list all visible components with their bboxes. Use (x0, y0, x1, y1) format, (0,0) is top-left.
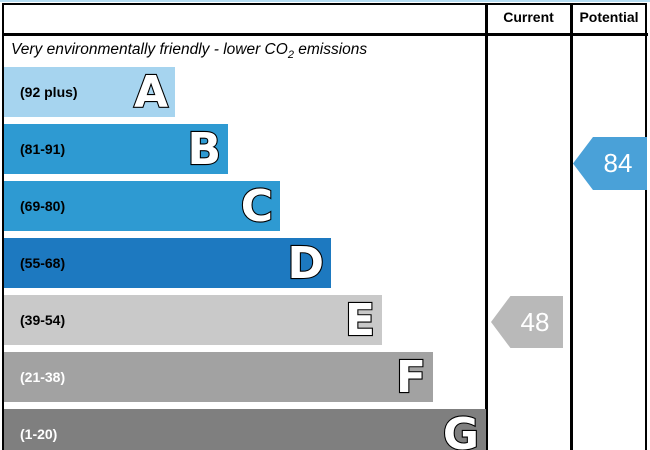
band-c-letter: C (240, 180, 275, 233)
potential-rating-arrow: 84 (573, 137, 647, 190)
title-subscript: 2 (287, 49, 294, 62)
band-e-letter: E (344, 294, 376, 347)
band-d-range: (55-68) (20, 255, 66, 271)
top-edge-strip (0, 0, 650, 2)
potential-column-divider (570, 3, 573, 450)
band-f-range: (21-38) (20, 369, 66, 385)
current-column-divider (485, 3, 488, 450)
band-e: (39-54) E (4, 294, 382, 347)
band-g-range: (1-20) (20, 426, 58, 442)
band-b-letter: B (186, 123, 222, 176)
band-d-letter: D (286, 237, 325, 290)
band-f-letter: F (395, 351, 427, 404)
band-e-range: (39-54) (20, 312, 66, 328)
band-b-range: (81-91) (20, 141, 66, 157)
title-suffix: emissions (293, 41, 368, 58)
current-column-header: Current (503, 9, 554, 25)
band-c-range: (69-80) (20, 198, 66, 214)
chart-border (2, 3, 647, 450)
band-g: (1-20) G (4, 408, 486, 450)
band-d: (55-68) D (4, 237, 331, 290)
band-c: (69-80) C (4, 180, 280, 233)
band-a: (92 plus) A (4, 66, 175, 119)
potential-rating-value: 84 (603, 148, 633, 178)
band-g-letter: G (442, 408, 480, 450)
chart-title: Very environmentally friendly - lower CO… (11, 41, 367, 61)
band-a-range: (92 plus) (20, 84, 78, 100)
band-a-letter: A (133, 66, 169, 119)
band-b: (81-91) B (4, 123, 228, 176)
band-f: (21-38) F (4, 351, 433, 404)
current-rating-value: 48 (520, 306, 550, 337)
header-divider (2, 33, 648, 36)
potential-column-header: Potential (579, 9, 639, 25)
title-prefix: Very environmentally friendly - lower CO (11, 41, 288, 58)
